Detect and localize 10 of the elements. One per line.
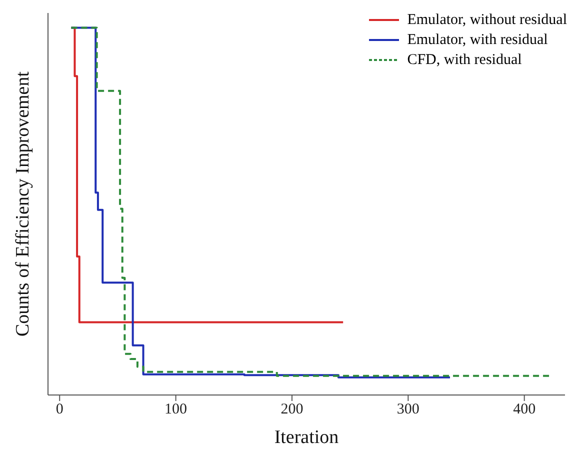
x-tick-label: 400 — [513, 402, 536, 418]
legend-label: Emulator, without residual — [407, 11, 567, 30]
legend-label: CFD, with residual — [407, 51, 522, 70]
y-axis-title: Counts of Efficiency Improvement — [12, 70, 34, 337]
x-tick-label: 100 — [164, 402, 188, 418]
x-tick-label: 300 — [396, 402, 420, 418]
legend-label: Emulator, with residual — [407, 31, 548, 50]
x-tick-label: 0 — [56, 402, 64, 418]
x-tick-label: 200 — [280, 402, 304, 418]
x-axis-title: Iteration — [274, 427, 340, 448]
